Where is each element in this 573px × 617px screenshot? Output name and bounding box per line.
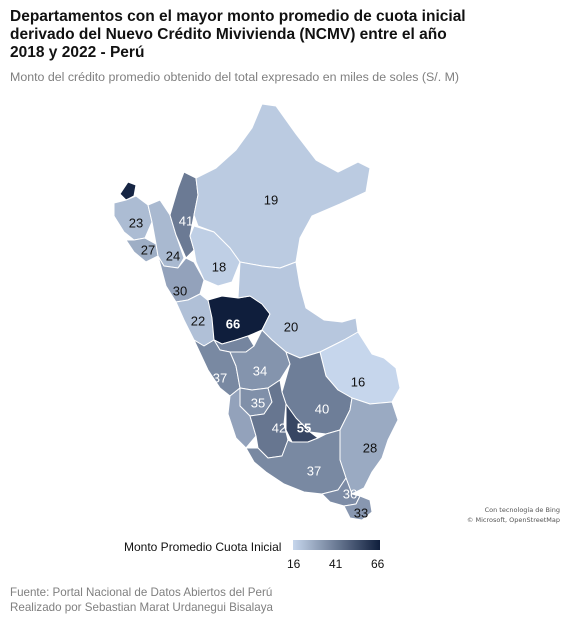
- attribution-bing: Con tecnología de Bing: [484, 506, 560, 514]
- region-la-libertad: [157, 255, 205, 303]
- region-value-label: 16: [351, 374, 365, 389]
- region-value-label: 24: [166, 248, 180, 263]
- attribution-copyright: © Microsoft, OpenStreetMap: [466, 516, 560, 524]
- region-value-label: 40: [315, 401, 329, 416]
- region-piura: [113, 195, 153, 241]
- region-value-label: 37: [307, 463, 321, 478]
- region-value-label: 30: [173, 283, 187, 298]
- region-value-label: 19: [264, 192, 278, 207]
- region-arequipa: [245, 429, 347, 495]
- region-value-label: 22: [191, 313, 205, 328]
- legend-max-label: 66: [371, 557, 385, 571]
- map-attribution: Con tecnología de Bing © Microsoft, Open…: [440, 505, 560, 525]
- region-value-label: 34: [253, 363, 267, 378]
- region-value-label: 23: [129, 215, 143, 230]
- region-value-label: 66: [226, 316, 240, 331]
- region-value-label: 41: [179, 213, 193, 228]
- legend-color-scale: [293, 540, 380, 550]
- region-san-martin: [189, 225, 241, 287]
- region-value-label: 55: [297, 420, 311, 435]
- legend-title: Monto Promedio Cuota Inicial: [124, 540, 282, 554]
- region-tacna: [343, 495, 373, 521]
- legend-mid-label: 41: [329, 557, 343, 571]
- region-value-label: 28: [363, 440, 377, 455]
- region-value-label: 20: [284, 319, 298, 334]
- footer-source: Fuente: Portal Nacional de Datos Abierto…: [10, 586, 273, 599]
- region-value-label: 42: [272, 420, 286, 435]
- region-value-label: 27: [141, 242, 155, 257]
- map-title: Departamentos con el mayor monto promedi…: [10, 8, 466, 61]
- map-subtitle: Monto del crédito promedio obtenido del …: [10, 70, 460, 84]
- region-value-label: 33: [354, 505, 368, 520]
- footer: Fuente: Portal Nacional de Datos Abierto…: [10, 585, 273, 615]
- region-value-label: 35: [251, 395, 265, 410]
- region-value-label: 36: [343, 486, 357, 501]
- legend-min-label: 16: [287, 557, 301, 571]
- footer-author: Realizado por Sebastian Marat Urdanegui …: [10, 601, 273, 614]
- region-value-label: 37: [213, 370, 227, 385]
- region-tumbes: [119, 181, 137, 201]
- region-value-label: 18: [212, 259, 226, 274]
